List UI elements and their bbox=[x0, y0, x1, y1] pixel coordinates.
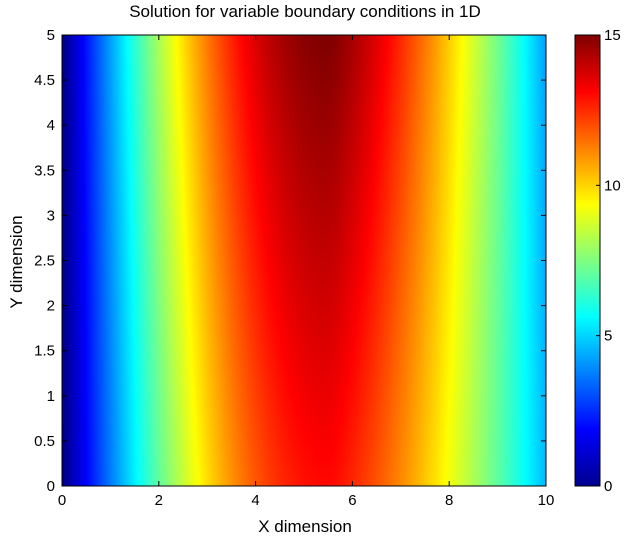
y-tick-label: 1 bbox=[47, 388, 55, 405]
x-tick-label: 0 bbox=[58, 492, 66, 509]
y-tick-label: 1.5 bbox=[34, 343, 55, 360]
colorbar bbox=[574, 34, 601, 487]
y-tick-label: 2 bbox=[47, 298, 55, 315]
colorbar-tick-label: 5 bbox=[604, 328, 612, 345]
y-tick-label: 5 bbox=[47, 27, 55, 44]
x-tick-label: 8 bbox=[445, 492, 453, 509]
colorbar-tick-label: 10 bbox=[604, 177, 621, 194]
y-tick-label: 2.5 bbox=[34, 253, 55, 270]
y-tick-label: 0.5 bbox=[34, 433, 55, 450]
x-axis: 0 2 4 6 8 10 bbox=[58, 35, 555, 509]
y-tick-label: 4.5 bbox=[34, 72, 55, 89]
y-axis: 0 0.5 1 1.5 2 2.5 3 3.5 4 4.5 5 bbox=[34, 27, 546, 495]
y-tick-label: 0 bbox=[47, 478, 55, 495]
x-tick-label: 10 bbox=[538, 492, 555, 509]
x-axis-label: X dimension bbox=[258, 517, 352, 536]
colorbar-tick-label: 0 bbox=[604, 478, 612, 495]
chart-title: Solution for variable boundary condition… bbox=[129, 2, 481, 21]
colorbar-axis: 0 5 10 15 bbox=[596, 27, 621, 495]
y-axis-label: Y dimension bbox=[7, 215, 26, 309]
x-tick-label: 6 bbox=[348, 492, 356, 509]
x-tick-label: 2 bbox=[155, 492, 163, 509]
y-tick-label: 3 bbox=[47, 207, 55, 224]
y-tick-label: 3.5 bbox=[34, 162, 55, 179]
y-tick-label: 4 bbox=[47, 117, 55, 134]
colorbar-tick-label: 15 bbox=[604, 27, 621, 44]
x-tick-label: 4 bbox=[251, 492, 259, 509]
heatmap-image bbox=[62, 35, 546, 486]
